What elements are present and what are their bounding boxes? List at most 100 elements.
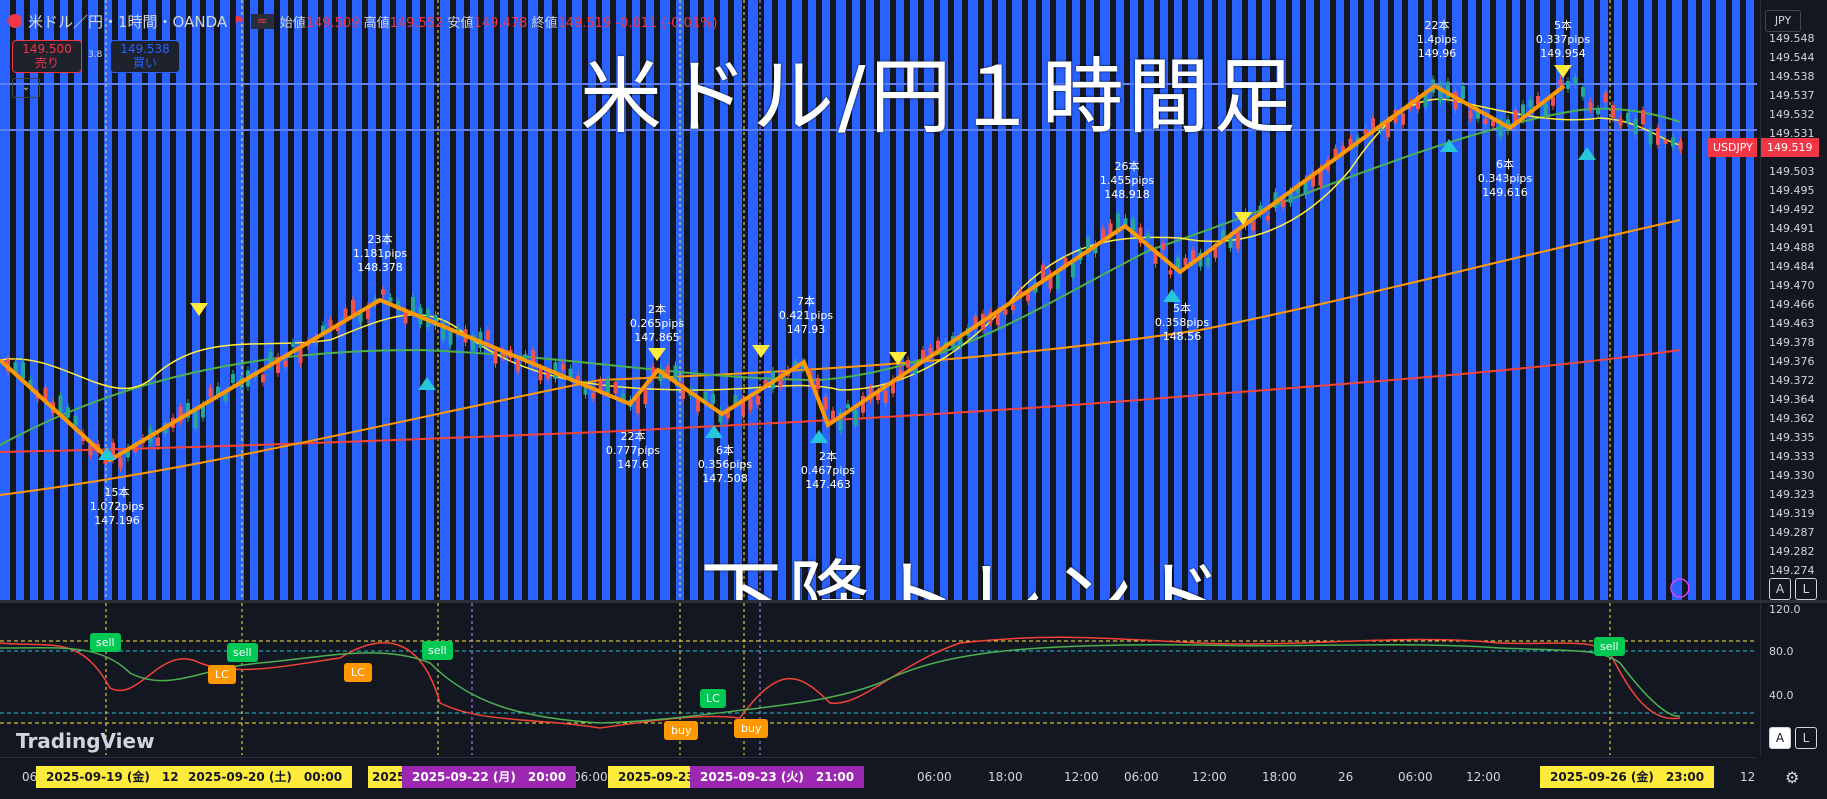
auto-scale-button[interactable]: A bbox=[1769, 727, 1791, 749]
oscillator-chart[interactable] bbox=[0, 603, 1757, 755]
osc-tick: 120.0 bbox=[1769, 603, 1801, 616]
price-tick: 149.364 bbox=[1769, 393, 1815, 406]
osc-tick: 40.0 bbox=[1769, 689, 1794, 702]
collapse-chevron-icon[interactable]: ⌄ bbox=[12, 78, 40, 98]
time-tick: 06:00 bbox=[573, 770, 608, 784]
price-axis[interactable]: JPY 149.548 149.544 149.538 149.537 149.532 1… bbox=[1760, 0, 1827, 600]
time-tick: 06 bbox=[22, 770, 38, 784]
price-tick: 149.492 bbox=[1769, 203, 1815, 216]
swing-annotation: 6本 0.356pips 147.508 bbox=[697, 444, 753, 485]
time-tick: 26 bbox=[1338, 770, 1354, 784]
session-background bbox=[0, 0, 1754, 600]
sell-signal-label: sell bbox=[227, 643, 258, 662]
lc-signal-label: LC bbox=[344, 663, 372, 682]
time-badge: 2025-09-26 (金) 23:00 bbox=[1540, 766, 1715, 788]
price-tick: 149.503 bbox=[1769, 165, 1815, 178]
pane-separator[interactable] bbox=[0, 600, 1827, 603]
time-badge: 2025-09-20 (土) 00:00 bbox=[178, 766, 353, 788]
time-badge: 2025-09-22 (月) 20:00 bbox=[402, 766, 577, 788]
price-tick: 149.463 bbox=[1769, 317, 1815, 330]
price-tick: 149.378 bbox=[1769, 336, 1815, 349]
log-scale-button[interactable]: L bbox=[1795, 578, 1817, 600]
price-tick: 149.548 bbox=[1769, 32, 1815, 45]
symbol-title[interactable]: 米ドル／円・1時間・OANDA bbox=[28, 12, 228, 31]
swing-annotation: 2本 0.467pips 147.463 bbox=[800, 450, 856, 491]
current-price-label: 149.519 bbox=[1761, 138, 1819, 157]
osc-tick: 80.0 bbox=[1769, 645, 1794, 658]
price-tick: 149.531 bbox=[1769, 127, 1815, 140]
sell-signal-label: sell bbox=[422, 641, 453, 660]
buy-signal-label: buy bbox=[734, 719, 769, 738]
lc-signal-label: LC bbox=[208, 665, 236, 684]
compare-icon[interactable]: ≈ bbox=[250, 13, 274, 29]
time-badge: 2025-09-23 (火) 21:00 bbox=[690, 766, 865, 788]
price-tick: 149.274 bbox=[1769, 564, 1815, 577]
price-tick: 149.319 bbox=[1769, 507, 1815, 520]
price-tick: 149.495 bbox=[1769, 184, 1815, 197]
price-tick: 149.333 bbox=[1769, 450, 1815, 463]
sell-signal-label: sell bbox=[1594, 637, 1625, 656]
price-pane[interactable]: 米ドル／円・1時間・OANDA ⚑ ≈ 始値149.509 高値149.552 … bbox=[0, 0, 1757, 600]
chart-header: 米ドル／円・1時間・OANDA ⚑ ≈ 始値149.509 高値149.552 … bbox=[8, 6, 718, 36]
time-tick: 06:00 bbox=[1124, 770, 1159, 784]
price-tick: 149.532 bbox=[1769, 108, 1815, 121]
price-tick: 149.491 bbox=[1769, 222, 1815, 235]
symbol-icon[interactable] bbox=[8, 14, 22, 28]
price-tick: 149.335 bbox=[1769, 431, 1815, 444]
overlay-subtitle: 下降トレンド bbox=[700, 552, 1229, 600]
swing-annotation: 5本 0.358pips 148.56 bbox=[1154, 302, 1210, 343]
price-chart[interactable] bbox=[0, 0, 1757, 600]
price-tick: 149.376 bbox=[1769, 355, 1815, 368]
flag-icon[interactable]: ⚑ bbox=[233, 13, 245, 29]
swing-annotation: 6本 0.343pips 149.616 bbox=[1477, 158, 1533, 199]
settings-gear-icon[interactable]: ⚙ bbox=[1785, 768, 1800, 787]
time-axis[interactable]: 06 2 06:00 25 06:00 18:00 12:00 06:00 12… bbox=[0, 757, 1799, 799]
tradingview-logo: TradingView bbox=[16, 729, 155, 753]
swing-annotation: 5本 0.337pips 149.954 bbox=[1535, 19, 1591, 60]
time-tick: 12:00 bbox=[1192, 770, 1227, 784]
swing-annotation: 2本 0.265pips 147.865 bbox=[629, 303, 685, 344]
price-tick: 149.538 bbox=[1769, 70, 1815, 83]
ticker-tag: USDJPY bbox=[1708, 138, 1757, 157]
price-tick: 149.282 bbox=[1769, 545, 1815, 558]
currency-selector[interactable]: JPY bbox=[1765, 10, 1801, 32]
log-scale-button[interactable]: L bbox=[1795, 727, 1817, 749]
ohlc-readout: 始値149.509 高値149.552 安値149.478 終値149.519 … bbox=[279, 15, 718, 31]
buy-button[interactable]: 149.538 買い bbox=[110, 40, 180, 73]
time-tick: 12 bbox=[1740, 770, 1756, 784]
time-tick: 18:00 bbox=[1262, 770, 1297, 784]
spread-value: 3.8 bbox=[88, 50, 103, 60]
time-badge: 2025 bbox=[368, 766, 410, 788]
price-tick: 149.484 bbox=[1769, 260, 1815, 273]
time-badge: 2025-09-19 (金) 12:00 bbox=[36, 766, 211, 788]
sell-button[interactable]: 149.500 売り bbox=[12, 40, 82, 73]
time-tick: 12:00 bbox=[1064, 770, 1099, 784]
price-tick: 149.330 bbox=[1769, 469, 1815, 482]
time-tick: 12:00 bbox=[1466, 770, 1501, 784]
swing-annotation: 26本 1.455pips 148.918 bbox=[1099, 160, 1155, 201]
auto-scale-button[interactable]: A bbox=[1769, 578, 1791, 600]
lc-signal-label: LC bbox=[700, 689, 726, 708]
price-tick: 149.544 bbox=[1769, 51, 1815, 64]
time-tick: 18:00 bbox=[988, 770, 1023, 784]
buy-signal-label: buy bbox=[664, 721, 699, 740]
swing-annotation: 22本 1.4pips 149.96 bbox=[1416, 19, 1458, 60]
swing-annotation: 15本 1.072pips 147.196 bbox=[89, 486, 145, 527]
price-tick: 149.470 bbox=[1769, 279, 1815, 292]
time-tick: 06:00 bbox=[917, 770, 952, 784]
price-tick: 149.372 bbox=[1769, 374, 1815, 387]
price-tick: 149.537 bbox=[1769, 89, 1815, 102]
sell-signal-label: sell bbox=[90, 633, 121, 652]
oscillator-axis[interactable]: 120.0 80.0 40.0 A L bbox=[1760, 603, 1827, 755]
oscillator-pane[interactable]: sell sell sell sell LC LC LC buy buy Tra… bbox=[0, 603, 1757, 755]
price-tick: 149.488 bbox=[1769, 241, 1815, 254]
swing-annotation: 23本 1.181pips 148.378 bbox=[352, 233, 408, 274]
price-tick: 149.466 bbox=[1769, 298, 1815, 311]
overlay-title: 米ドル/円１時間足 bbox=[580, 50, 1300, 145]
swing-annotation: 22本 0.777pips 147.6 bbox=[605, 430, 661, 471]
price-tick: 149.323 bbox=[1769, 488, 1815, 501]
time-tick: 06:00 bbox=[1398, 770, 1433, 784]
price-tick: 149.362 bbox=[1769, 412, 1815, 425]
swing-annotation: 7本 0.421pips 147.93 bbox=[778, 295, 834, 336]
price-tick: 149.287 bbox=[1769, 526, 1815, 539]
